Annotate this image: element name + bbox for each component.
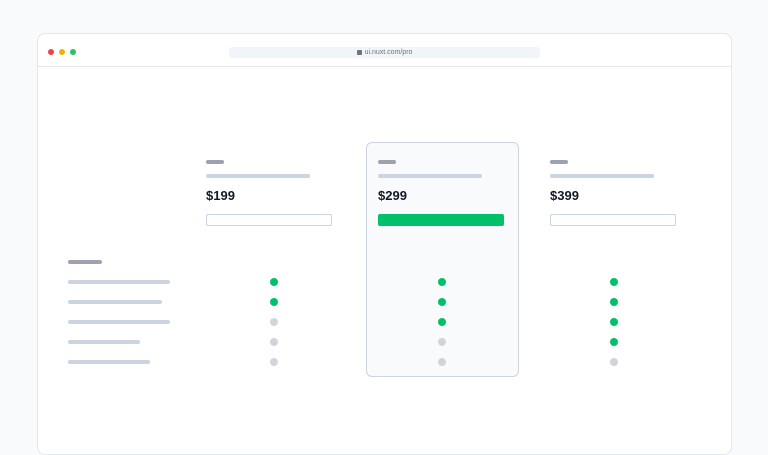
plan-select-button[interactable] <box>378 214 504 226</box>
feature-label-placeholder <box>68 280 170 284</box>
included-check-icon <box>438 298 446 306</box>
included-check-icon <box>610 338 618 346</box>
maximize-dot-icon[interactable] <box>70 49 76 55</box>
included-check-icon <box>610 298 618 306</box>
plan-name-placeholder <box>550 160 568 164</box>
excluded-dot-icon <box>270 358 278 366</box>
plan-select-button[interactable] <box>550 214 676 226</box>
excluded-dot-icon <box>610 358 618 366</box>
excluded-dot-icon <box>270 338 278 346</box>
excluded-dot-icon <box>438 338 446 346</box>
included-check-icon <box>438 318 446 326</box>
plan-price: $399 <box>550 188 579 203</box>
included-check-icon <box>610 278 618 286</box>
included-check-icon <box>610 318 618 326</box>
included-check-icon <box>270 278 278 286</box>
feature-label-placeholder <box>68 340 140 344</box>
excluded-dot-icon <box>270 318 278 326</box>
excluded-dot-icon <box>438 358 446 366</box>
feature-label-placeholder <box>68 300 162 304</box>
feature-label-placeholder <box>68 360 150 364</box>
lock-icon <box>356 49 362 55</box>
plan-description-placeholder <box>550 174 654 178</box>
included-check-icon <box>270 298 278 306</box>
features-heading-placeholder <box>68 260 102 264</box>
plan-description-placeholder <box>378 174 482 178</box>
url-text: ui.nuxt.com/pro <box>364 49 413 56</box>
highlighted-plan-card <box>366 142 519 377</box>
included-check-icon <box>438 278 446 286</box>
plan-name-placeholder <box>378 160 396 164</box>
plan-name-placeholder <box>206 160 224 164</box>
close-dot-icon[interactable] <box>48 49 54 55</box>
plan-price: $299 <box>378 188 407 203</box>
feature-label-placeholder <box>68 320 170 324</box>
plan-price: $199 <box>206 188 235 203</box>
plan-description-placeholder <box>206 174 310 178</box>
minimize-dot-icon[interactable] <box>59 49 65 55</box>
toolbar-divider <box>38 66 731 67</box>
plan-select-button[interactable] <box>206 214 332 226</box>
address-bar[interactable]: ui.nuxt.com/pro <box>229 47 540 58</box>
